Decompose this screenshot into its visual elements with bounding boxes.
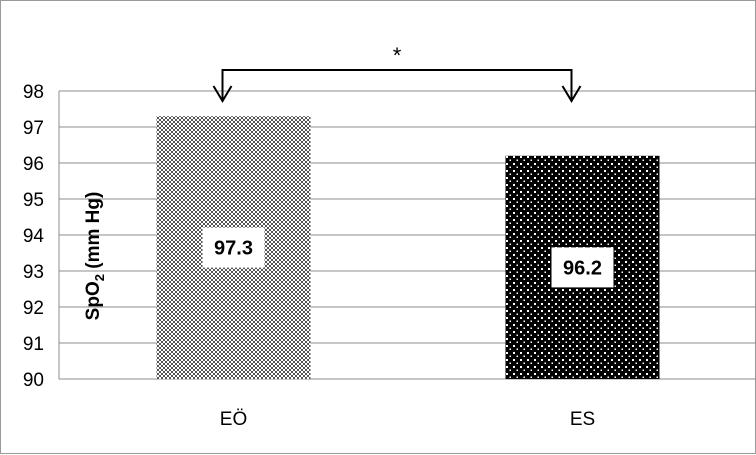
- category-labels: EÖ ES: [220, 409, 595, 430]
- bracket-arrow: [212, 85, 233, 103]
- bracket-arrow: [561, 85, 582, 103]
- data-label-box: [202, 227, 265, 268]
- y-tick-label: 98: [23, 82, 44, 103]
- data-label: 96.2: [563, 257, 602, 279]
- y-tick-label: 93: [23, 262, 44, 283]
- bracket-line: [221, 69, 573, 99]
- y-tick-label: 95: [23, 190, 44, 211]
- y-tick-labels: 90 91 92 93 94 95 96 97 98: [23, 82, 45, 391]
- y-tick-label: 96: [23, 154, 44, 175]
- y-tick-label: 94: [23, 226, 45, 247]
- y-axis-label: SpO2 (mm Hg): [83, 192, 107, 321]
- y-tick-label: 92: [23, 298, 44, 319]
- category-label: EÖ: [220, 409, 247, 430]
- bars: 97.3 96.2: [156, 116, 660, 379]
- y-tick-label: 91: [23, 334, 44, 355]
- category-label: ES: [570, 409, 595, 430]
- y-tick-label: 97: [23, 118, 44, 139]
- data-label-box: [551, 247, 614, 288]
- significance-marker: *: [393, 43, 402, 68]
- significance-bracket: *: [212, 43, 582, 103]
- y-tick-label: 90: [23, 370, 44, 391]
- data-label: 97.3: [214, 238, 253, 260]
